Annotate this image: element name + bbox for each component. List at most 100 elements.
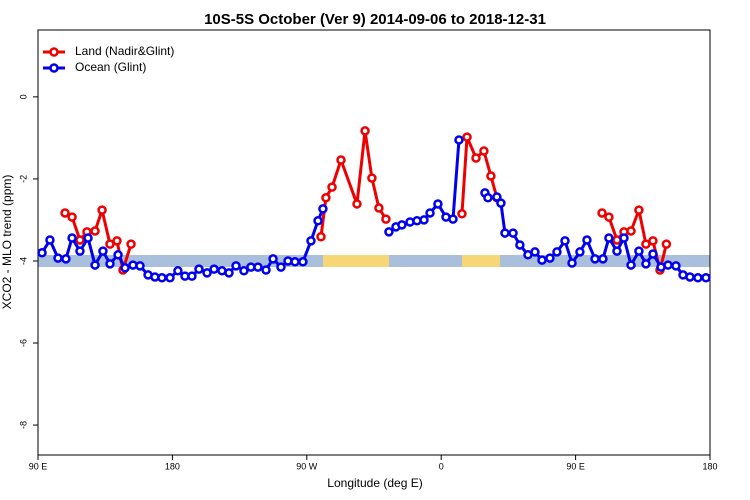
point <box>454 135 464 145</box>
point <box>604 233 614 243</box>
point <box>433 199 443 209</box>
point <box>60 208 70 218</box>
point <box>448 214 458 224</box>
point <box>105 259 115 269</box>
point <box>53 253 63 263</box>
point <box>457 209 467 219</box>
point <box>634 205 644 215</box>
y-tick-label: -8 <box>18 421 28 429</box>
point <box>157 273 167 283</box>
point <box>75 235 85 245</box>
point <box>471 153 481 163</box>
point <box>648 236 658 246</box>
point <box>479 146 489 156</box>
point <box>231 261 241 271</box>
point <box>120 263 130 273</box>
point <box>113 250 123 260</box>
point <box>598 254 608 264</box>
legend-label: Ocean (Glint) <box>75 60 146 74</box>
point <box>194 264 204 274</box>
point <box>545 253 555 263</box>
point <box>112 236 122 246</box>
point <box>61 254 71 264</box>
point <box>253 262 263 272</box>
point <box>671 261 681 271</box>
point <box>619 233 629 243</box>
point <box>187 271 197 281</box>
point <box>336 155 346 165</box>
point <box>306 236 316 246</box>
x-tick-label: 90 E <box>566 461 585 471</box>
point <box>202 268 212 278</box>
point <box>45 235 55 245</box>
point <box>209 264 219 274</box>
point <box>126 239 136 249</box>
y-tick-label: 0 <box>18 94 28 99</box>
point <box>37 248 47 258</box>
point <box>575 247 585 257</box>
y-tick-label: -2 <box>18 175 28 183</box>
legend-marker <box>49 63 59 73</box>
point <box>165 273 175 283</box>
point <box>590 254 600 264</box>
point <box>367 173 377 183</box>
point <box>634 246 644 256</box>
point <box>261 265 271 275</box>
band-segment <box>323 255 389 267</box>
point <box>313 216 323 226</box>
point <box>582 235 592 245</box>
y-tick-label: -4 <box>18 257 28 265</box>
point <box>496 198 506 208</box>
plot-frame <box>37 29 711 456</box>
point <box>500 228 510 238</box>
x-axis-title: Longitude (deg E) <box>327 476 422 490</box>
point <box>327 182 337 192</box>
point <box>560 236 570 246</box>
chart-title: 10S-5S October (Ver 9) 2014-09-06 to 201… <box>204 11 546 28</box>
point <box>318 204 328 214</box>
point <box>661 239 672 249</box>
point <box>419 215 429 225</box>
x-tick-label: 180 <box>702 461 717 471</box>
point <box>701 273 711 283</box>
point <box>663 260 673 270</box>
point <box>90 226 100 236</box>
point <box>67 233 77 243</box>
point <box>515 240 525 250</box>
point <box>508 228 518 238</box>
x-tick-label: 0 <box>439 461 444 471</box>
point <box>462 132 472 142</box>
legend-label: Land (Nadir&Glint) <box>75 44 174 58</box>
point <box>641 259 651 269</box>
point <box>90 260 100 270</box>
point <box>83 233 93 243</box>
point <box>105 239 115 249</box>
point <box>290 257 300 267</box>
point <box>276 262 286 272</box>
point <box>685 272 695 282</box>
point <box>641 239 651 249</box>
point <box>648 249 658 259</box>
point <box>173 266 183 276</box>
point <box>397 220 407 230</box>
x-tick-label: 90 W <box>296 461 318 471</box>
point <box>537 255 547 265</box>
point <box>626 260 636 270</box>
point <box>224 268 234 278</box>
point <box>67 212 77 222</box>
x-tick-label: 90 E <box>29 461 48 471</box>
point <box>135 261 145 271</box>
point <box>97 205 107 215</box>
legend-marker <box>49 47 59 57</box>
point <box>352 199 362 209</box>
point <box>268 254 278 264</box>
point <box>612 246 622 256</box>
point <box>98 246 108 256</box>
point <box>381 214 391 224</box>
point <box>374 203 384 213</box>
point <box>321 193 331 203</box>
point <box>492 192 502 202</box>
point <box>693 273 703 283</box>
band-segment <box>462 255 500 267</box>
point <box>530 247 540 257</box>
